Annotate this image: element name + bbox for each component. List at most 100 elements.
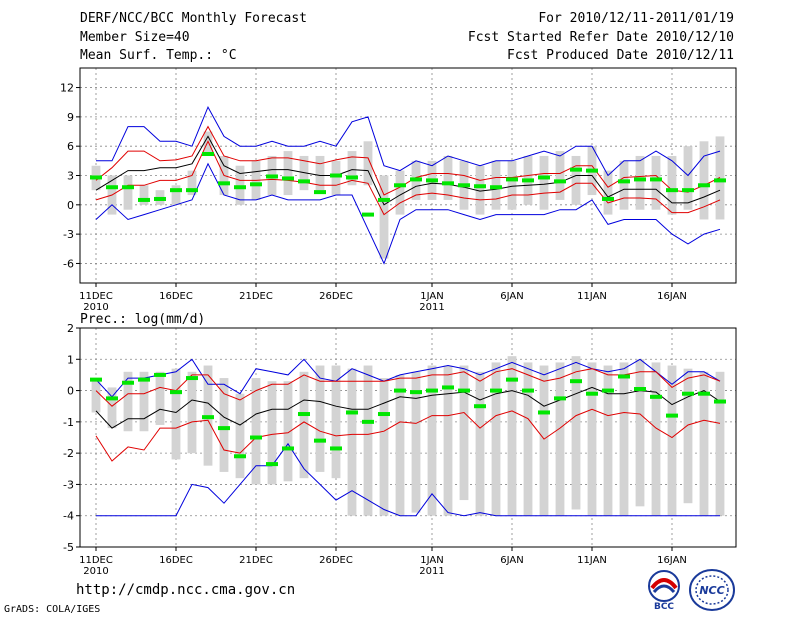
precip-spread-box — [603, 365, 613, 516]
precip-spread-box — [699, 371, 709, 516]
temp-median-mark — [170, 188, 182, 193]
temp-median-mark — [474, 184, 486, 189]
temp-median-mark — [186, 188, 198, 193]
precip-spread-box — [411, 371, 421, 513]
precip-median-mark — [618, 374, 630, 379]
precip-spread-box — [395, 374, 405, 516]
precip-ytick-label: -3 — [63, 478, 74, 491]
temp-spread-box — [203, 131, 213, 156]
grads-credit: GrADS: COLA/IGES — [4, 604, 101, 615]
temp-median-mark — [602, 196, 614, 201]
temp-spread-box — [555, 151, 565, 200]
precip-spread-box — [123, 371, 133, 432]
temp-spread-box — [187, 170, 197, 196]
temp-ytick-label: 6 — [67, 140, 74, 153]
temp-spread-box — [395, 170, 405, 215]
temp-median-mark — [234, 185, 246, 190]
precip-median-mark — [394, 388, 406, 393]
temp-spread-box — [171, 185, 181, 205]
temp-xtick-label: 11JAN — [577, 291, 607, 302]
precip-spread-box — [619, 362, 629, 516]
precip-spread-box — [267, 381, 277, 485]
precip-median-mark — [138, 377, 150, 382]
precip-spread-box — [299, 371, 309, 479]
precip-median-mark — [426, 388, 438, 393]
source-url[interactable]: http://cmdp.ncc.cma.gov.cn — [76, 582, 296, 598]
precip-xtick-year-label: 2010 — [83, 566, 108, 577]
temp-xtick-label: 16JAN — [657, 291, 687, 302]
temp-spread-box — [155, 190, 165, 205]
precip-median-mark — [186, 376, 198, 381]
temp-spread-box — [219, 155, 229, 196]
precip-median-mark — [490, 388, 502, 393]
precip-median-mark — [282, 446, 294, 451]
precip-spread-box — [555, 362, 565, 516]
precip-frame — [79, 327, 737, 548]
temp-median-mark — [442, 181, 454, 186]
bcc-logo: BCC — [648, 570, 680, 612]
precip-median-mark — [330, 446, 342, 451]
variable-label: Mean Surf. Temp.: °C — [80, 48, 237, 63]
temp-spread-box — [587, 146, 597, 196]
precip-median-mark — [650, 394, 662, 399]
precip-title: Prec.: log(mm/d) — [80, 312, 206, 327]
temp-spread-box — [379, 175, 389, 259]
precip-xtick-label: 11JAN — [577, 555, 607, 566]
precip-median-mark — [458, 388, 470, 393]
temp-spread-box — [491, 160, 501, 210]
temp-median-mark — [218, 181, 230, 186]
precip-median-mark — [218, 426, 230, 431]
precip-median-mark — [362, 419, 374, 424]
member-size: Member Size=40 — [80, 30, 190, 45]
precip-xtick-label: 26DEC — [319, 555, 353, 566]
precip-spread-box — [219, 378, 229, 472]
temp-spread-box — [635, 155, 645, 210]
precip-spread-box — [507, 356, 517, 516]
precip-spread-box — [587, 362, 597, 516]
temp-spread-box — [139, 185, 149, 205]
precip-median-mark — [538, 410, 550, 415]
precip-median-mark — [586, 391, 598, 396]
precip-spread-box — [363, 365, 373, 516]
precip-median-mark — [266, 462, 278, 467]
temp-ytick-label: -3 — [63, 228, 74, 241]
temp-inner-low-line — [95, 140, 721, 216]
temp-median-mark — [394, 183, 406, 188]
temp-median-mark — [138, 197, 150, 202]
temp-ytick-label: 9 — [67, 111, 74, 124]
precip-ytick-label: 2 — [67, 322, 74, 335]
precip-spread-box — [683, 368, 693, 504]
precip-median-mark — [378, 412, 390, 417]
temp-outer-high-line — [96, 105, 721, 177]
precip-spread-box — [203, 365, 213, 466]
precip-ytick-label: -5 — [63, 541, 74, 554]
ncc-logo-text: NCC — [699, 584, 724, 597]
precip-spread-box — [251, 378, 261, 485]
temp-median-mark — [282, 176, 294, 181]
temp-spread-box — [123, 175, 133, 210]
precip-xtick-year-label: 2011 — [419, 566, 444, 577]
precip-ytick-label: -1 — [63, 416, 74, 429]
temp-median-mark — [266, 174, 278, 179]
precip-median-mark — [314, 438, 326, 443]
precip-spread-box — [459, 365, 469, 501]
temp-ytick-label: 12 — [60, 82, 74, 95]
precip-spread-box — [491, 362, 501, 516]
temp-spread-box — [523, 155, 533, 205]
precip-mean-line — [95, 386, 721, 429]
temp-median-mark — [682, 188, 694, 193]
temp-spread-box — [539, 155, 549, 210]
temp-ytick-label: 0 — [67, 199, 74, 212]
precip-inner-low-line — [95, 408, 721, 462]
temp-spread-box — [107, 175, 117, 215]
precip-spread-box — [539, 365, 549, 516]
temp-frame — [79, 67, 737, 284]
temp-spread-box — [267, 155, 277, 196]
precip-median-mark — [106, 396, 118, 401]
precip-median-mark — [154, 372, 166, 377]
temp-spread-box — [91, 165, 101, 191]
temp-spread-box — [475, 165, 485, 215]
temp-median-mark — [314, 190, 326, 195]
precip-median-mark — [410, 390, 422, 395]
temp-spread-box — [699, 141, 709, 220]
